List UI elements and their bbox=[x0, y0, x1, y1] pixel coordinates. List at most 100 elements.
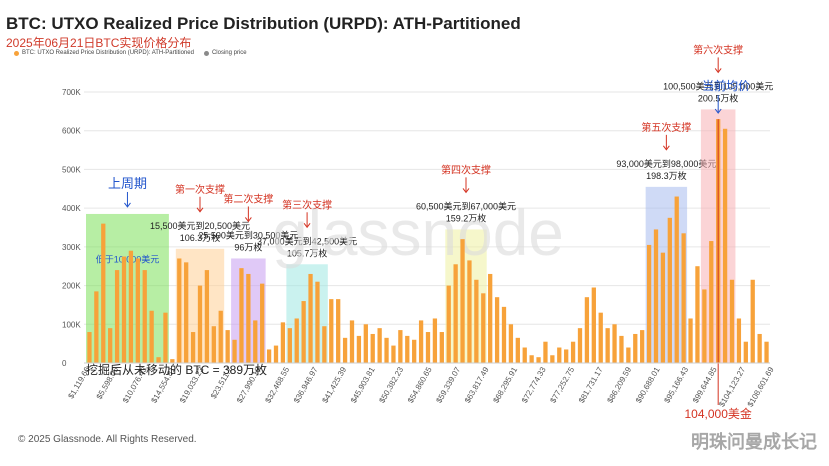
bar bbox=[446, 285, 451, 363]
bar bbox=[260, 283, 265, 363]
bar bbox=[612, 324, 617, 363]
bar bbox=[114, 270, 120, 363]
bar bbox=[322, 326, 327, 363]
bar bbox=[432, 318, 438, 363]
bar bbox=[177, 258, 182, 363]
bar bbox=[142, 270, 147, 363]
y-tick-label: 300K bbox=[62, 243, 81, 252]
bar bbox=[418, 320, 424, 363]
bar bbox=[190, 332, 196, 363]
bar bbox=[570, 341, 576, 363]
bar bbox=[225, 330, 230, 363]
y-tick-label: 200K bbox=[62, 282, 81, 291]
zone-arrowhead bbox=[124, 202, 131, 208]
bar bbox=[598, 312, 603, 363]
bar bbox=[453, 264, 458, 363]
bar bbox=[121, 256, 127, 363]
bar bbox=[287, 328, 292, 363]
bar bbox=[197, 285, 203, 363]
bar bbox=[163, 312, 168, 363]
support-zone bbox=[286, 264, 328, 363]
bar bbox=[750, 279, 755, 363]
bar bbox=[529, 355, 534, 363]
bar bbox=[564, 349, 569, 363]
zone-arrowhead bbox=[662, 145, 670, 151]
bar bbox=[384, 337, 389, 363]
x-tick-label: $63,817.49 bbox=[463, 365, 491, 405]
zone-label: 第六次支撑 bbox=[693, 43, 743, 56]
bar bbox=[294, 318, 299, 363]
bar bbox=[377, 328, 382, 363]
x-tick-label: $54,860.65 bbox=[406, 365, 434, 405]
bar bbox=[722, 128, 728, 363]
bar bbox=[211, 326, 216, 363]
current-avg-arrowhead bbox=[714, 108, 722, 114]
zone-sublabel: 106.3万枚 bbox=[180, 232, 221, 243]
bar bbox=[619, 335, 624, 363]
legend-item-closing[interactable]: Closing price bbox=[203, 50, 247, 56]
bar bbox=[266, 349, 272, 363]
bar bbox=[356, 335, 362, 363]
bar bbox=[87, 332, 92, 363]
zone-sublabel: 105.7万枚 bbox=[287, 247, 328, 258]
x-tick-label: $90,688.01 bbox=[634, 365, 662, 405]
bar bbox=[308, 273, 313, 363]
bar bbox=[709, 241, 714, 363]
bar bbox=[522, 347, 527, 363]
zone-note: 低于10,000美元 bbox=[96, 253, 160, 264]
bar bbox=[239, 268, 244, 363]
bar bbox=[667, 217, 672, 363]
x-tick-label: $86,209.59 bbox=[605, 365, 633, 405]
zone-label: 第一次支撑 bbox=[175, 183, 225, 196]
y-tick-label: 400K bbox=[62, 204, 81, 213]
zone-label: 第三次支撑 bbox=[282, 198, 332, 211]
x-tick-label: $77,252.75 bbox=[548, 365, 576, 405]
bar bbox=[681, 233, 686, 363]
bar bbox=[633, 333, 638, 363]
bar bbox=[584, 297, 590, 363]
bar bbox=[336, 299, 341, 363]
bar bbox=[170, 359, 175, 363]
x-tick-label: $108,601.69 bbox=[746, 365, 776, 409]
bar bbox=[280, 322, 286, 363]
bar bbox=[695, 266, 700, 363]
bottom-note: 挖掘后从未移动的 BTC = 389万枚 bbox=[86, 363, 268, 377]
bar bbox=[743, 341, 748, 363]
zone-sublabel: 37,000美元到42,500美元 bbox=[257, 235, 357, 246]
bar bbox=[626, 347, 631, 363]
bar bbox=[660, 252, 666, 363]
zone-sublabel: 100,500美元到105,000美元 bbox=[663, 80, 773, 91]
legend-swatch-closing bbox=[203, 50, 209, 56]
bar bbox=[702, 289, 707, 363]
bar bbox=[640, 330, 645, 363]
bar bbox=[349, 320, 355, 363]
bar bbox=[550, 355, 555, 363]
zone-sublabel: 96万枚 bbox=[234, 241, 262, 252]
bar bbox=[246, 273, 251, 363]
copyright: © 2025 Glassnode. All Rights Reserved. bbox=[18, 434, 197, 445]
legend: BTC: UTXO Realized Price Distribution (U… bbox=[14, 50, 247, 56]
zone-arrowhead bbox=[462, 188, 470, 194]
zone-label: 上周期 bbox=[108, 176, 147, 191]
zone-label: 第二次支撑 bbox=[223, 192, 273, 205]
bar bbox=[591, 287, 596, 363]
bar bbox=[605, 328, 610, 363]
support-zone bbox=[645, 186, 688, 363]
bar bbox=[688, 318, 693, 363]
bar bbox=[557, 347, 562, 363]
x-tick-label: $41,425.39 bbox=[320, 365, 348, 405]
bar bbox=[398, 330, 403, 363]
bar bbox=[232, 339, 237, 363]
bar bbox=[128, 250, 134, 363]
legend-item-urpd[interactable]: BTC: UTXO Realized Price Distribution (U… bbox=[14, 50, 194, 56]
bar bbox=[108, 328, 113, 363]
zone-arrowhead bbox=[244, 217, 252, 223]
current-avg-label: 当前均价 bbox=[702, 78, 750, 93]
bar bbox=[94, 291, 99, 363]
zone-sublabel: 93,000美元到98,000美元 bbox=[616, 158, 716, 169]
zone-label: 第四次支撑 bbox=[441, 163, 491, 176]
zone-sublabel: 15,500美元到20,500美元 bbox=[150, 220, 250, 231]
bar bbox=[218, 310, 223, 363]
bar bbox=[135, 258, 140, 363]
